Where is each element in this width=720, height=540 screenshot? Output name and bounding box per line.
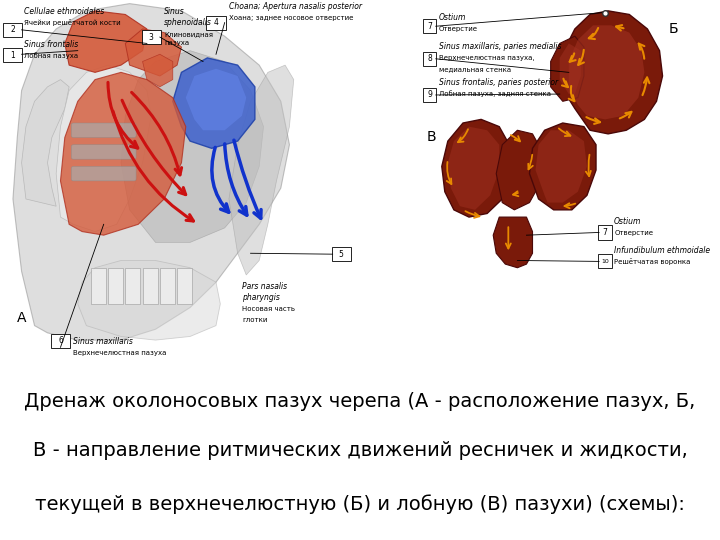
Bar bbox=[125, 268, 140, 304]
Text: Sinus frontalis: Sinus frontalis bbox=[24, 40, 78, 49]
Text: В: В bbox=[427, 131, 436, 145]
FancyBboxPatch shape bbox=[4, 23, 22, 37]
FancyBboxPatch shape bbox=[598, 225, 612, 240]
Text: Отверстие: Отверстие bbox=[438, 26, 478, 32]
Polygon shape bbox=[143, 54, 173, 87]
Text: Верхнечелюстная пазуха,: Верхнечелюстная пазуха, bbox=[438, 55, 534, 60]
FancyBboxPatch shape bbox=[51, 334, 70, 348]
FancyBboxPatch shape bbox=[142, 30, 161, 44]
Text: 9: 9 bbox=[427, 91, 432, 99]
Polygon shape bbox=[121, 51, 264, 242]
Polygon shape bbox=[559, 43, 581, 94]
Polygon shape bbox=[60, 72, 186, 235]
Polygon shape bbox=[56, 65, 151, 232]
FancyBboxPatch shape bbox=[598, 254, 612, 268]
Text: медиальная стенка: медиальная стенка bbox=[438, 65, 511, 72]
Text: 8: 8 bbox=[428, 55, 432, 63]
Text: Pars nasalis: Pars nasalis bbox=[242, 282, 287, 292]
FancyBboxPatch shape bbox=[71, 145, 136, 159]
Polygon shape bbox=[22, 79, 69, 206]
Text: Infundibulum ethmoidale: Infundibulum ethmoidale bbox=[614, 246, 711, 255]
Polygon shape bbox=[78, 260, 220, 340]
Text: 4: 4 bbox=[214, 18, 218, 27]
Bar bbox=[177, 268, 192, 304]
Text: В - направление ритмических движений ресничек и жидкости,: В - направление ритмических движений рес… bbox=[32, 441, 688, 461]
Polygon shape bbox=[125, 29, 181, 76]
Polygon shape bbox=[536, 130, 587, 202]
Text: Sinus maxillaris, paries medialis: Sinus maxillaris, paries medialis bbox=[438, 42, 562, 51]
Polygon shape bbox=[563, 11, 662, 134]
Text: Sinus maxillaris: Sinus maxillaris bbox=[73, 337, 133, 346]
Bar bbox=[91, 268, 106, 304]
FancyBboxPatch shape bbox=[423, 88, 436, 102]
Polygon shape bbox=[442, 119, 511, 217]
Text: Cellulae ethmoidales: Cellulae ethmoidales bbox=[24, 8, 104, 17]
Text: 5: 5 bbox=[339, 249, 343, 259]
Text: Ostium: Ostium bbox=[614, 217, 642, 226]
Text: текущей в верхнечелюстную (Б) и лобную (В) пазухи) (схемы):: текущей в верхнечелюстную (Б) и лобную (… bbox=[35, 495, 685, 514]
Text: Ostium: Ostium bbox=[438, 13, 466, 22]
Polygon shape bbox=[229, 65, 294, 275]
Polygon shape bbox=[569, 25, 644, 119]
FancyBboxPatch shape bbox=[71, 166, 136, 181]
Text: 1: 1 bbox=[11, 51, 15, 60]
Text: Отверстие: Отверстие bbox=[614, 230, 653, 236]
Polygon shape bbox=[65, 11, 147, 72]
Text: Решётчатая воронка: Решётчатая воронка bbox=[614, 258, 690, 265]
FancyBboxPatch shape bbox=[423, 19, 436, 33]
Text: Верхнечелюстная пазуха: Верхнечелюстная пазуха bbox=[73, 349, 167, 355]
Text: А: А bbox=[17, 312, 27, 326]
Text: глотки: глотки bbox=[242, 317, 267, 323]
Text: 2: 2 bbox=[11, 25, 15, 35]
FancyBboxPatch shape bbox=[207, 16, 225, 30]
Text: Дренаж околоносовых пазух черепа (А - расположение пазух, Б,: Дренаж околоносовых пазух черепа (А - ра… bbox=[24, 392, 696, 410]
Text: Б: Б bbox=[669, 22, 678, 36]
Polygon shape bbox=[448, 126, 499, 210]
FancyBboxPatch shape bbox=[332, 247, 351, 261]
Text: Ячейки решётчатой кости: Ячейки решётчатой кости bbox=[24, 19, 120, 26]
Text: Носовая часть: Носовая часть bbox=[242, 306, 295, 312]
Polygon shape bbox=[551, 36, 584, 102]
Text: Choana; Apertura nasalis posterior: Choana; Apertura nasalis posterior bbox=[229, 2, 362, 11]
Bar bbox=[108, 268, 123, 304]
Text: Клиновидная: Клиновидная bbox=[164, 31, 213, 37]
Text: 7: 7 bbox=[427, 22, 432, 31]
Polygon shape bbox=[493, 217, 533, 268]
Polygon shape bbox=[173, 58, 255, 149]
Text: Sinus: Sinus bbox=[164, 8, 185, 17]
Text: 3: 3 bbox=[149, 32, 153, 42]
Bar bbox=[160, 268, 175, 304]
Text: sphenoidalis: sphenoidalis bbox=[164, 18, 212, 28]
Polygon shape bbox=[186, 69, 246, 130]
Text: Лобная пазуха: Лобная пазуха bbox=[24, 52, 78, 59]
Polygon shape bbox=[529, 123, 596, 210]
Text: 7: 7 bbox=[603, 228, 608, 237]
FancyBboxPatch shape bbox=[423, 52, 436, 66]
Text: Sinus frontalis, paries posterior: Sinus frontalis, paries posterior bbox=[438, 78, 558, 87]
Bar bbox=[143, 268, 158, 304]
Text: 10: 10 bbox=[601, 259, 609, 264]
Text: пазуха: пазуха bbox=[164, 40, 189, 46]
Text: Лобная пазуха, задняя стенка: Лобная пазуха, задняя стенка bbox=[438, 90, 551, 97]
Polygon shape bbox=[496, 130, 544, 210]
Text: Хоана; заднее носовое отверстие: Хоана; заднее носовое отверстие bbox=[229, 15, 354, 21]
Polygon shape bbox=[13, 4, 289, 340]
FancyBboxPatch shape bbox=[71, 123, 136, 138]
Text: pharyngis: pharyngis bbox=[242, 293, 280, 302]
Text: 6: 6 bbox=[58, 336, 63, 346]
FancyBboxPatch shape bbox=[4, 48, 22, 62]
